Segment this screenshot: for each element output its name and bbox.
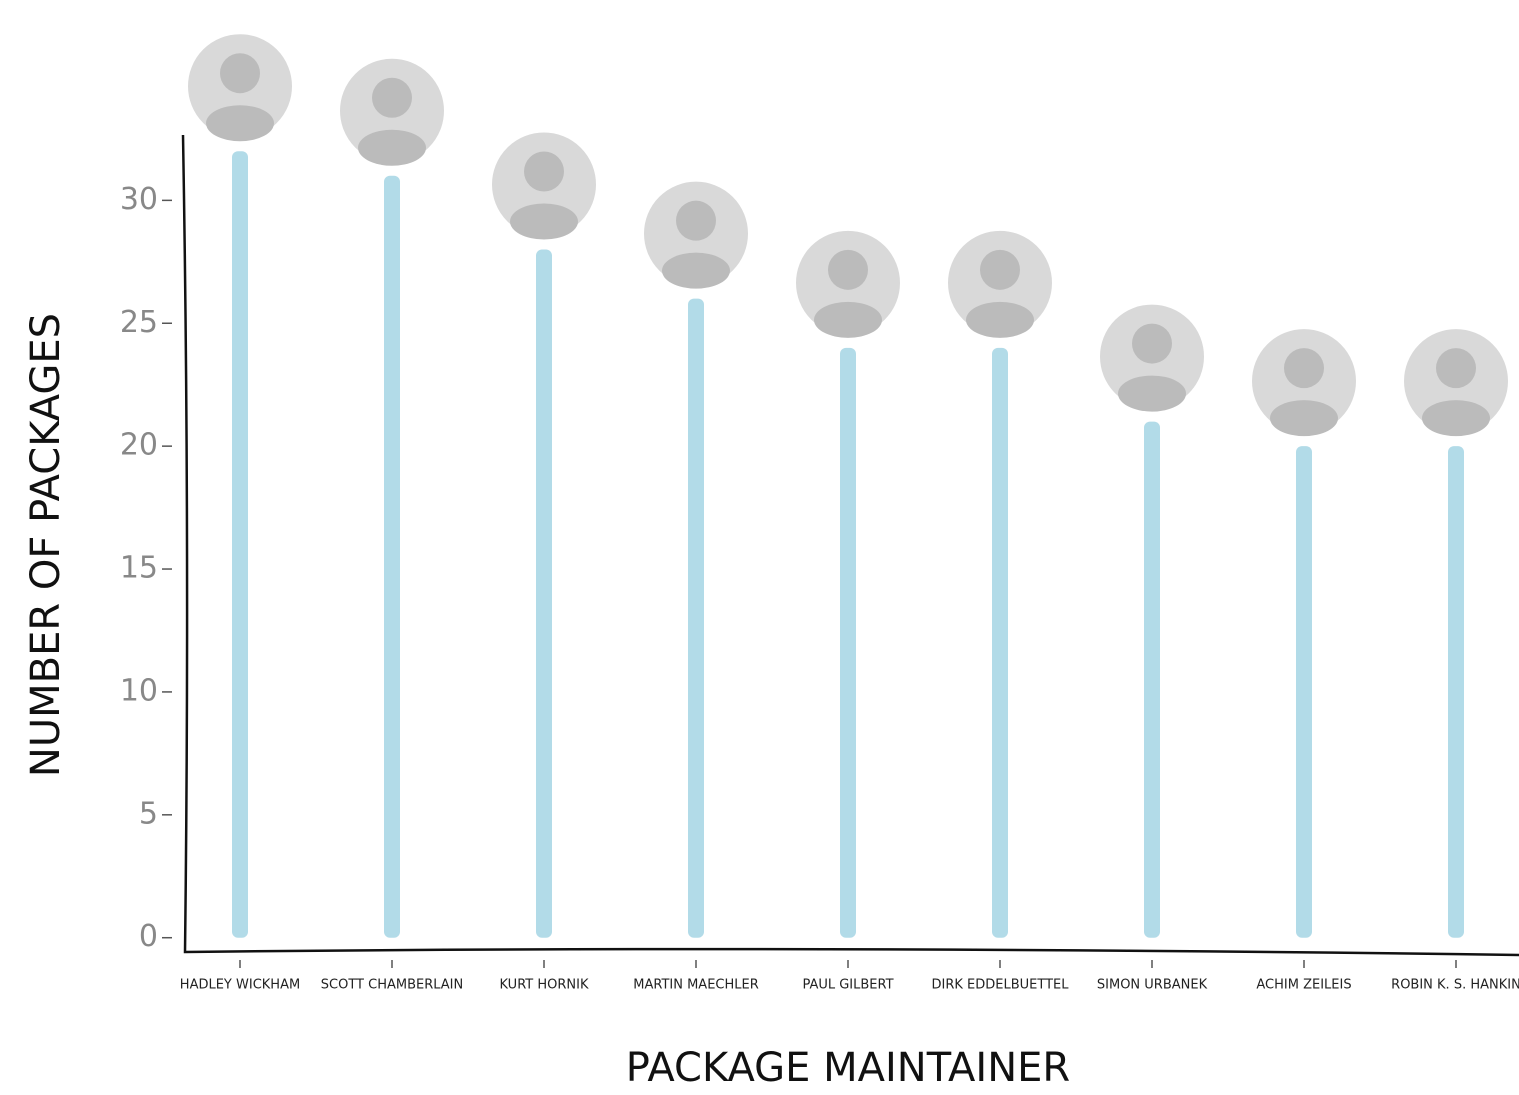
- avatar-head: [1284, 348, 1324, 388]
- y-axis-title: NUMBER OF PACKAGES: [23, 313, 69, 777]
- bar: [688, 299, 704, 938]
- bar: [536, 250, 552, 938]
- avatar-body: [206, 105, 274, 141]
- y-tick-label: 30: [120, 182, 158, 217]
- x-tick-label: PAUL GILBERT: [802, 978, 893, 993]
- bar: [992, 348, 1008, 938]
- avatar-body: [1118, 376, 1186, 412]
- bar: [1448, 446, 1464, 938]
- x-tick-label: HADLEY WICKHAM: [180, 978, 300, 993]
- avatar-head: [1436, 348, 1476, 388]
- x-axis-title: PACKAGE MAINTAINER: [626, 1045, 1070, 1091]
- x-tick-label: ACHIM ZEILEIS: [1256, 978, 1351, 993]
- y-tick-label: 15: [120, 551, 158, 586]
- avatar-head: [372, 78, 412, 118]
- y-tick-label: 10: [120, 673, 158, 708]
- avatar-head: [828, 250, 868, 290]
- x-tick-label: MARTIN MAECHLER: [633, 978, 759, 993]
- avatar-body: [1270, 400, 1338, 436]
- x-tick-label: SCOTT CHAMBERLAIN: [321, 978, 463, 993]
- x-tick-label: DIRK EDDELBUETTEL: [932, 978, 1070, 993]
- avatar-head: [980, 250, 1020, 290]
- bar: [384, 176, 400, 938]
- bar: [840, 348, 856, 938]
- avatar-head: [676, 201, 716, 241]
- avatar-body: [358, 130, 426, 166]
- x-tick-label: KURT HORNIK: [500, 978, 589, 993]
- y-tick-label: 0: [139, 919, 158, 954]
- x-tick-label: SIMON URBANEK: [1097, 978, 1208, 993]
- y-tick-label: 20: [120, 428, 158, 463]
- avatar-head: [1132, 324, 1172, 364]
- chart: PACKAGE MAINTAINER NUMBER OF PACKAGES 0 5…: [0, 0, 1519, 1095]
- avatar-head: [524, 152, 564, 192]
- avatar-head: [220, 53, 260, 93]
- x-tick-label: ROBIN K. S. HANKIN: [1391, 978, 1519, 993]
- y-tick-label: 25: [120, 305, 158, 340]
- avatar-body: [966, 302, 1034, 338]
- y-tick-label: 5: [139, 796, 158, 831]
- avatar-body: [1422, 400, 1490, 436]
- bar: [1144, 422, 1160, 938]
- avatar-body: [662, 253, 730, 289]
- avatar-body: [510, 204, 578, 240]
- bar: [232, 151, 248, 938]
- avatar-body: [814, 302, 882, 338]
- bar: [1296, 446, 1312, 938]
